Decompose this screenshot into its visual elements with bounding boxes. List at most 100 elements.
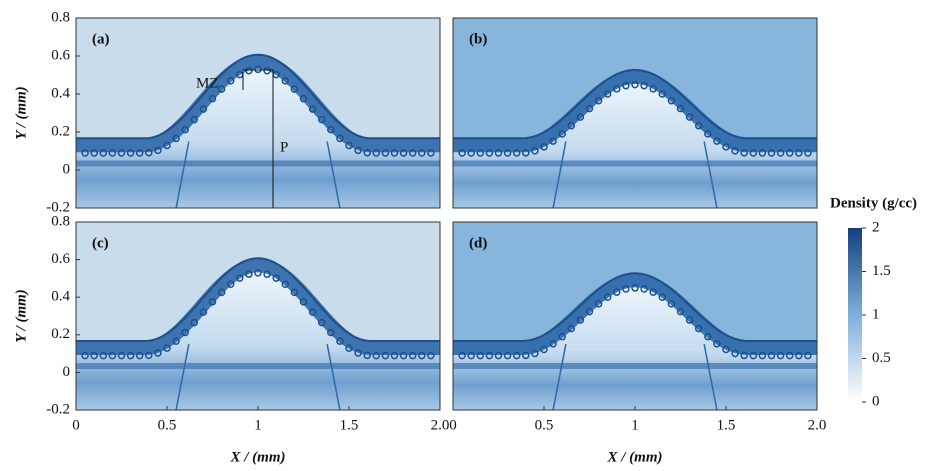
vortex (749, 149, 758, 157)
vortex (126, 351, 135, 360)
y-tick-label: 0.4 (51, 85, 70, 101)
vortex (704, 130, 712, 138)
vortex (567, 324, 576, 333)
vortex (640, 285, 648, 293)
vortex (299, 298, 308, 306)
vortex (476, 351, 485, 360)
vortex (281, 280, 290, 289)
x-tick-label: 1.5 (340, 417, 359, 433)
density-region (76, 67, 440, 208)
dense-layer (76, 363, 440, 369)
vortex (713, 137, 721, 145)
vortex (631, 80, 639, 89)
vortex (363, 351, 371, 360)
vortex (363, 149, 371, 157)
wave (175, 141, 190, 208)
vortex (90, 149, 98, 157)
y-tick-label: -0.2 (46, 199, 70, 215)
wave (326, 344, 341, 410)
y-axis-label: Y / (mm) (13, 289, 29, 343)
vortex (217, 85, 226, 93)
wave (326, 141, 341, 208)
panel-frame (452, 17, 818, 209)
vortex (418, 149, 426, 157)
vortex (731, 349, 739, 358)
vortex (594, 300, 603, 308)
vortex (390, 149, 399, 157)
wave (175, 344, 190, 410)
vortex (81, 351, 89, 360)
colorbar-tick-label: 0 (872, 393, 880, 409)
x-tick-label: 1 (631, 417, 639, 433)
vortex (381, 149, 390, 157)
vortex (117, 351, 126, 360)
vortex (467, 351, 475, 360)
vortex (427, 351, 435, 360)
colorbar-tick-label: 1 (872, 306, 880, 322)
vortex (512, 351, 521, 360)
y-axis-label: Y / (mm) (13, 86, 29, 140)
panel-label: (a) (92, 31, 110, 47)
shock-front (76, 53, 440, 140)
vortex (254, 65, 262, 74)
x-tick-label: 0 (449, 417, 457, 433)
vortex (631, 284, 639, 292)
panel (76, 222, 440, 410)
x-tick-label: 0 (72, 417, 80, 433)
vortex (226, 280, 235, 289)
panel-label: (b) (469, 31, 487, 47)
y-tick-label: 0.4 (51, 289, 70, 305)
panel (453, 222, 817, 410)
vortex (163, 344, 171, 352)
vortex (408, 351, 417, 360)
vortex (576, 113, 585, 121)
annotation-p: P (280, 139, 288, 155)
vortex (613, 85, 621, 93)
vortex (713, 340, 721, 348)
vortex (722, 345, 730, 354)
vortex (558, 130, 566, 138)
vortex (676, 104, 685, 113)
vortex (354, 146, 362, 155)
vortex (254, 269, 262, 277)
vortex (485, 149, 494, 157)
vortex (458, 149, 466, 157)
shock-front (76, 257, 440, 342)
colorbar-tick-label: 2 (872, 219, 880, 235)
vortex (299, 94, 308, 103)
vortex (418, 351, 426, 360)
vortex (567, 121, 576, 130)
shock-front (453, 68, 817, 140)
vortex (603, 90, 612, 98)
vortex (649, 85, 657, 93)
vortex (758, 149, 767, 157)
wave (552, 344, 567, 410)
vortex (613, 288, 621, 296)
vortex (99, 149, 108, 157)
vortex (531, 147, 539, 155)
vortex (476, 149, 485, 157)
y-tick-label: 0.8 (51, 9, 70, 25)
vortex (767, 351, 776, 360)
vortex (199, 105, 208, 113)
x-tick-label: 1.5 (717, 417, 736, 433)
vortex (667, 300, 676, 308)
vortex (117, 149, 126, 157)
vortex (226, 77, 235, 85)
vortex (154, 349, 162, 357)
vortex (390, 351, 399, 360)
annotation-mz: MZ (196, 75, 219, 91)
vortex (317, 115, 326, 124)
vortex (694, 121, 703, 130)
y-tick-label: 0 (63, 161, 71, 177)
y-tick-label: 0.6 (51, 47, 70, 63)
vortex (785, 351, 794, 360)
shock-front (453, 272, 817, 342)
vortex (531, 349, 539, 358)
x-axis-label: X / (mm) (607, 449, 663, 465)
vortex (640, 81, 648, 90)
vortex (740, 351, 748, 360)
vortex (458, 351, 466, 360)
vortex (317, 318, 326, 327)
